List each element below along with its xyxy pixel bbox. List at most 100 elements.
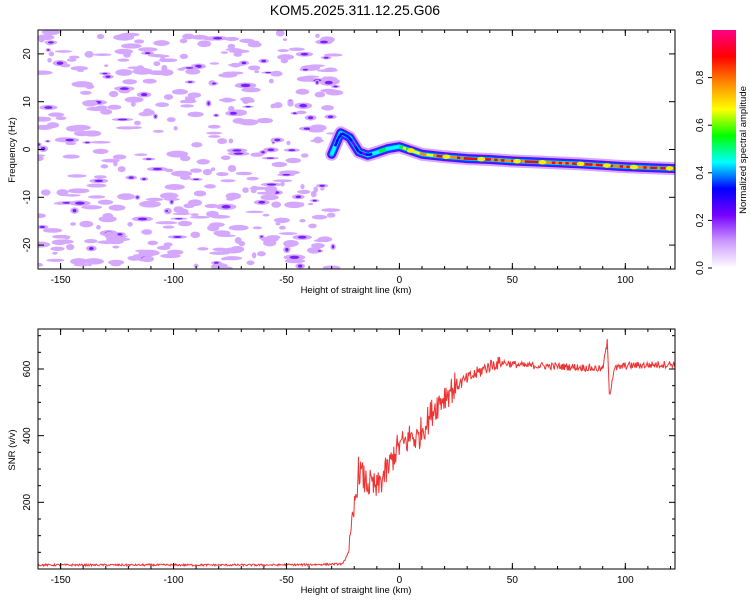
noise-blob: [284, 201, 304, 209]
noise-blob: [113, 159, 118, 167]
signal-core-segment: [368, 152, 373, 157]
noise-blob-core: [117, 118, 128, 121]
signal-core-segment: [419, 152, 424, 156]
noise-blob: [67, 174, 87, 178]
noise-blob: [52, 234, 71, 239]
noise-blob: [115, 69, 133, 76]
noise-blob: [164, 168, 174, 173]
noise-blob: [84, 50, 94, 58]
noise-blob-core: [165, 209, 169, 213]
noise-blob: [179, 53, 189, 60]
snr-y-label: SNR (v/v): [7, 429, 18, 470]
x-tick-label: -150: [51, 275, 71, 286]
noise-blob: [313, 186, 318, 193]
noise-blob: [209, 251, 230, 255]
noise-blob: [263, 239, 277, 247]
signal-core-segment: [392, 145, 397, 150]
signal-core-segment: [371, 151, 377, 156]
x-tick-label: 50: [507, 575, 519, 586]
noise-blob: [313, 136, 323, 144]
signal-core-segment: [399, 145, 404, 150]
noise-blob: [227, 43, 236, 50]
noise-blob: [114, 48, 134, 55]
noise-blob-core: [154, 114, 157, 119]
noise-blob: [96, 33, 105, 40]
noise-blob-core: [260, 235, 263, 238]
noise-blob: [277, 49, 290, 53]
noise-blob-core: [266, 157, 275, 159]
noise-blob: [189, 215, 210, 219]
noise-blob: [185, 68, 201, 75]
noise-blob: [159, 192, 179, 200]
noise-blob-core: [327, 115, 334, 119]
signal-node: [477, 156, 486, 162]
signal-core-segment: [395, 145, 400, 149]
noise-blob: [233, 51, 243, 57]
noise-blob-core: [229, 111, 237, 115]
noise-blob-core: [137, 217, 148, 221]
y-tick-label: -20: [22, 237, 33, 252]
noise-blob: [108, 259, 125, 266]
noise-blob: [73, 130, 90, 137]
noise-blob: [308, 223, 317, 229]
noise-blob-core: [323, 56, 329, 59]
noise-blob: [272, 179, 293, 183]
y-tick-label: 10: [22, 96, 33, 108]
noise-blob: [250, 152, 264, 157]
noise-blob: [107, 239, 124, 245]
noise-blob: [179, 38, 188, 44]
noise-blob: [66, 58, 77, 62]
noise-blob-core: [94, 179, 104, 183]
noise-blob: [65, 141, 77, 146]
noise-blob: [213, 230, 231, 236]
x-tick-label: 0: [397, 275, 403, 286]
noise-blob-core: [88, 246, 94, 251]
noise-blob: [112, 154, 127, 160]
noise-blob: [270, 103, 276, 109]
noise-blob-core: [142, 177, 146, 181]
noise-blob: [130, 101, 136, 107]
noise-blob-core: [233, 152, 244, 155]
signal-node: [629, 164, 638, 170]
signal-core-segment: [361, 151, 366, 156]
noise-blob: [177, 220, 193, 227]
colorbar-tick-label: 0.2: [695, 213, 706, 227]
noise-blob: [117, 58, 130, 62]
noise-blob-core: [72, 208, 77, 213]
noise-blob: [283, 38, 288, 42]
noise-blob: [229, 62, 242, 68]
noise-blob: [173, 206, 185, 213]
noise-blob: [196, 159, 210, 165]
noise-blob-core: [302, 68, 309, 71]
signal-core-segment: [347, 136, 353, 142]
signal-node: [406, 148, 415, 153]
noise-blob-core: [207, 101, 210, 106]
noise-blob: [238, 118, 259, 126]
noise-blob: [206, 131, 223, 135]
noise-blob: [250, 187, 257, 194]
noise-blob-core: [267, 148, 275, 152]
noise-blob: [268, 78, 274, 84]
signal-node: [442, 154, 451, 160]
noise-blob: [260, 194, 279, 201]
noise-blob: [245, 210, 264, 214]
noise-blob: [117, 166, 126, 173]
noise-blob: [97, 199, 114, 205]
noise-blob: [153, 61, 161, 67]
noise-blob: [153, 40, 170, 46]
signal-core-segment: [350, 140, 357, 148]
noise-blob: [79, 220, 94, 228]
signal-core-segment: [375, 150, 380, 154]
noise-blob: [93, 53, 112, 56]
noise-blob: [92, 148, 109, 155]
noise-blob: [119, 32, 140, 37]
noise-blob: [300, 183, 305, 190]
noise-blob: [193, 263, 199, 268]
noise-blob: [82, 100, 98, 107]
noise-blob-core: [285, 247, 289, 252]
noise-blob: [320, 187, 325, 191]
noise-blob: [70, 258, 88, 265]
noise-blob: [100, 108, 113, 115]
noise-blob: [54, 239, 74, 244]
